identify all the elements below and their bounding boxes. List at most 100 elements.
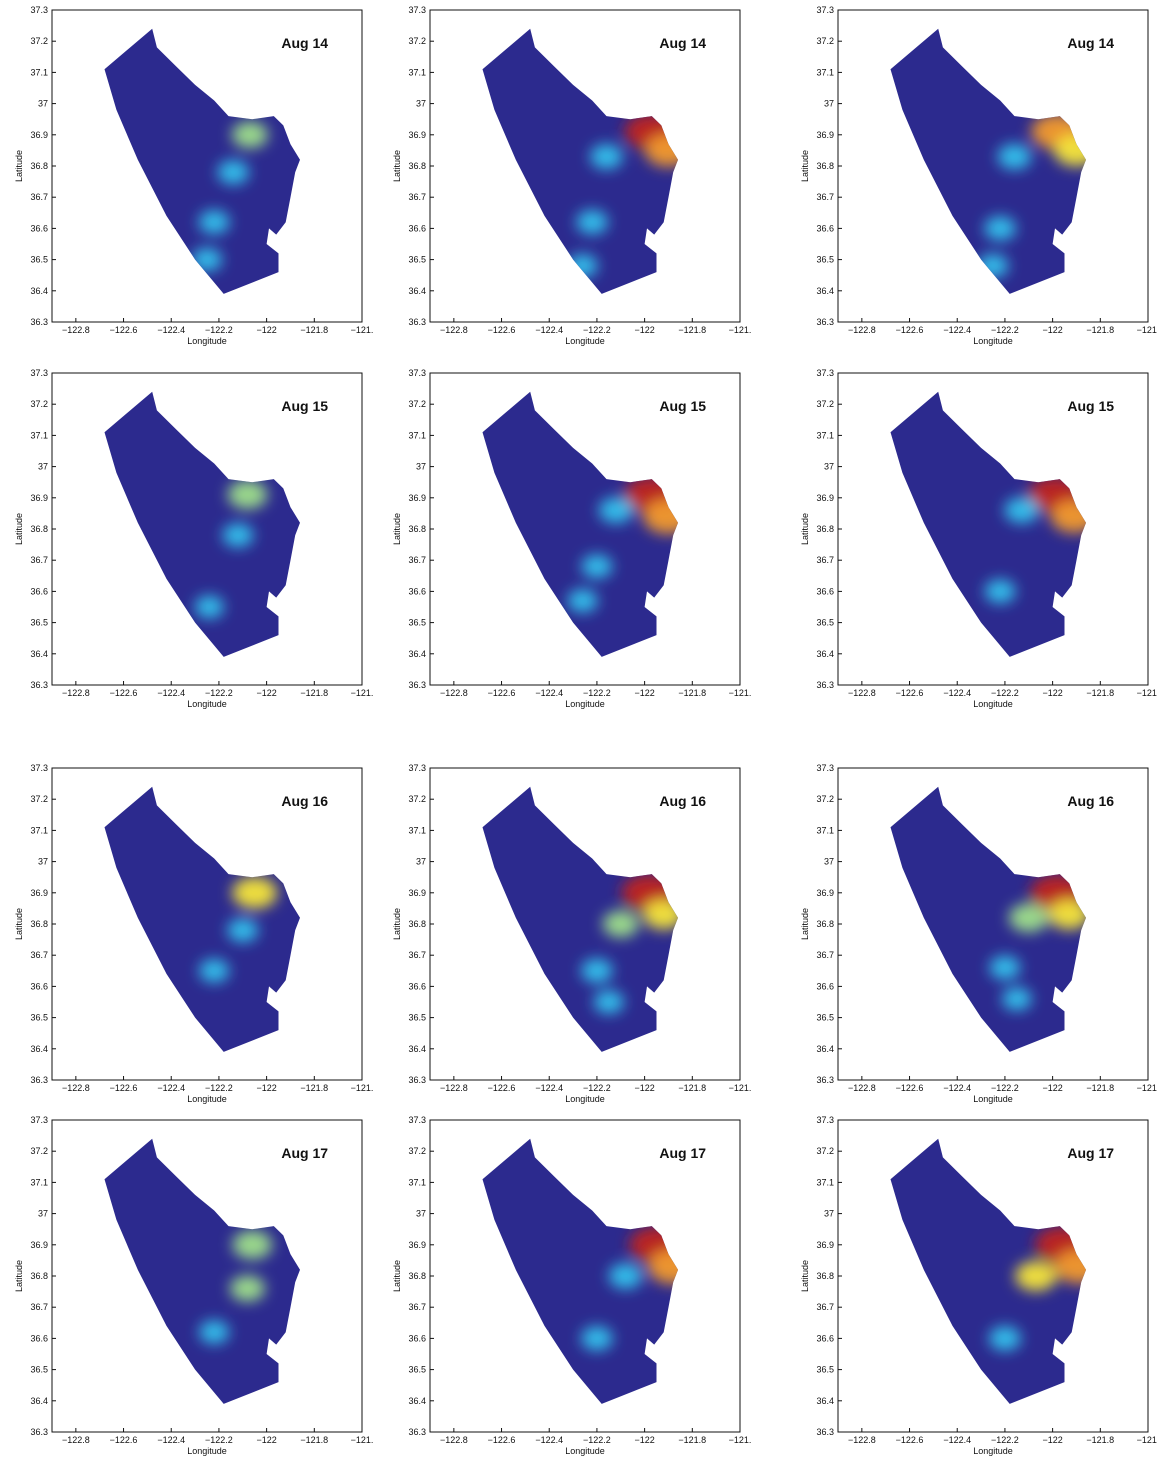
date-label: Aug 16 <box>281 793 328 809</box>
x-tick-label: −122 <box>1042 1083 1062 1093</box>
y-tick-label: 36.8 <box>30 524 48 534</box>
map-panel: −122.8 −122.6 −122.4 −122.2 −122 −121.8 −121. 3… <box>790 5 1157 358</box>
plume-mark <box>1008 903 1049 933</box>
y-tick-label: 36.9 <box>30 888 48 898</box>
x-tick-label: −122.4 <box>535 325 563 335</box>
y-tick-label: 37 <box>416 857 426 867</box>
x-tick-label: −121. <box>729 1435 752 1445</box>
x-tick-label: −122.6 <box>488 1083 516 1093</box>
y-tick-label: 37.3 <box>408 368 426 378</box>
y-tick-label: 36.6 <box>408 1333 426 1343</box>
x-tick-label: −122.6 <box>896 325 924 335</box>
y-tick-label: 36.4 <box>816 286 834 296</box>
x-tick-label: −122.2 <box>991 325 1019 335</box>
x-tick-label: −121. <box>351 688 374 698</box>
y-tick-label: 36.5 <box>816 618 834 628</box>
y-axis-label: Latitude <box>14 513 24 545</box>
y-tick-label: 36.6 <box>30 586 48 596</box>
y-tick-label: 37.2 <box>408 399 426 409</box>
y-tick-label: 37 <box>38 1209 48 1219</box>
x-tick-label: −122.8 <box>848 1435 876 1445</box>
map-svg: −122.8 −122.6 −122.4 −122.2 −122 −121.8 −121. 3… <box>392 368 751 709</box>
y-tick-label: 36.6 <box>408 223 426 233</box>
x-tick-label: −121. <box>1137 325 1157 335</box>
model-domain <box>890 28 1086 294</box>
y-tick-label: 37.2 <box>816 36 834 46</box>
x-tick-label: −122.4 <box>943 1083 971 1093</box>
plume-mark <box>227 480 268 510</box>
y-tick-label: 36.6 <box>816 981 834 991</box>
plume-mark <box>1004 497 1039 524</box>
x-tick-label: −122 <box>256 1435 276 1445</box>
y-tick-label: 36.9 <box>30 130 48 140</box>
x-tick-label: −122.4 <box>535 688 563 698</box>
plume-mark <box>229 1275 266 1302</box>
y-tick-label: 36.8 <box>408 161 426 171</box>
y-tick-label: 36.8 <box>816 161 834 171</box>
y-tick-label: 37.1 <box>30 67 48 77</box>
date-label: Aug 15 <box>281 398 328 414</box>
y-tick-label: 36.8 <box>30 161 48 171</box>
y-tick-label: 37 <box>38 857 48 867</box>
map-panel: −122.8 −122.6 −122.4 −122.2 −122 −121.8 −121. 3… <box>790 368 1157 721</box>
x-tick-label: −122 <box>634 1083 654 1093</box>
x-tick-label: −122.8 <box>62 688 90 698</box>
y-tick-label: 37.1 <box>30 1177 48 1187</box>
x-tick-label: −122.6 <box>896 688 924 698</box>
map-svg: −122.8 −122.6 −122.4 −122.2 −122 −121.8 −121. 3… <box>14 1115 374 1456</box>
x-tick-label: −122.2 <box>991 688 1019 698</box>
plume-mark <box>608 1263 643 1289</box>
x-axis-label: Longitude <box>187 699 227 709</box>
y-tick-label: 37.2 <box>30 794 48 804</box>
y-tick-label: 36.9 <box>408 1240 426 1250</box>
y-tick-label: 36.7 <box>816 192 834 202</box>
x-axis-label: Longitude <box>187 1446 227 1456</box>
y-tick-label: 37.1 <box>30 430 48 440</box>
plume-mark <box>1048 899 1086 930</box>
y-tick-label: 36.5 <box>30 1013 48 1023</box>
y-tick-label: 37 <box>38 99 48 109</box>
y-axis-label: Latitude <box>800 1260 810 1292</box>
x-tick-label: −122.4 <box>943 688 971 698</box>
x-tick-label: −122.2 <box>583 1083 611 1093</box>
y-tick-label: 36.3 <box>408 1427 426 1437</box>
x-tick-label: −121.8 <box>1086 688 1114 698</box>
x-tick-label: −122.8 <box>62 325 90 335</box>
y-tick-label: 36.3 <box>30 1427 48 1437</box>
y-tick-label: 36.8 <box>816 524 834 534</box>
y-tick-label: 37 <box>824 1209 834 1219</box>
plume-mark <box>1054 1249 1086 1284</box>
y-tick-label: 36.5 <box>30 255 48 265</box>
x-axis-label: Longitude <box>973 1094 1013 1104</box>
x-tick-label: −121. <box>351 1435 374 1445</box>
x-tick-label: −122 <box>1042 325 1062 335</box>
y-tick-label: 36.5 <box>816 255 834 265</box>
y-tick-label: 36.9 <box>408 888 426 898</box>
plume-mark <box>227 918 259 943</box>
plume-mark <box>989 955 1021 980</box>
y-tick-label: 37.3 <box>30 368 48 378</box>
x-tick-label: −122.8 <box>440 688 468 698</box>
plume-mark <box>1053 134 1086 167</box>
y-tick-label: 36.6 <box>408 981 426 991</box>
y-tick-label: 36.4 <box>30 649 48 659</box>
y-tick-label: 36.4 <box>30 1044 48 1054</box>
plume-mark <box>581 1326 613 1351</box>
map-panel: −122.8 −122.6 −122.4 −122.2 −122 −121.8 −121. 3… <box>382 763 754 1116</box>
map-svg: −122.8 −122.6 −122.4 −122.2 −122 −121.8 −121. 3… <box>392 763 751 1104</box>
model-domain <box>482 786 678 1052</box>
y-tick-label: 37 <box>416 1209 426 1219</box>
x-tick-label: −121.8 <box>300 1435 328 1445</box>
y-axis-label: Latitude <box>392 908 402 940</box>
plume-layer <box>199 876 278 983</box>
y-axis-label: Latitude <box>14 150 24 182</box>
model-domain <box>482 1138 678 1404</box>
x-tick-label: −122.2 <box>583 688 611 698</box>
y-tick-label: 36.9 <box>30 493 48 503</box>
plume-mark <box>602 910 639 938</box>
x-tick-label: −122.4 <box>535 1435 563 1445</box>
plume-mark <box>217 160 249 185</box>
plume-mark <box>567 588 598 613</box>
y-tick-label: 36.5 <box>408 255 426 265</box>
